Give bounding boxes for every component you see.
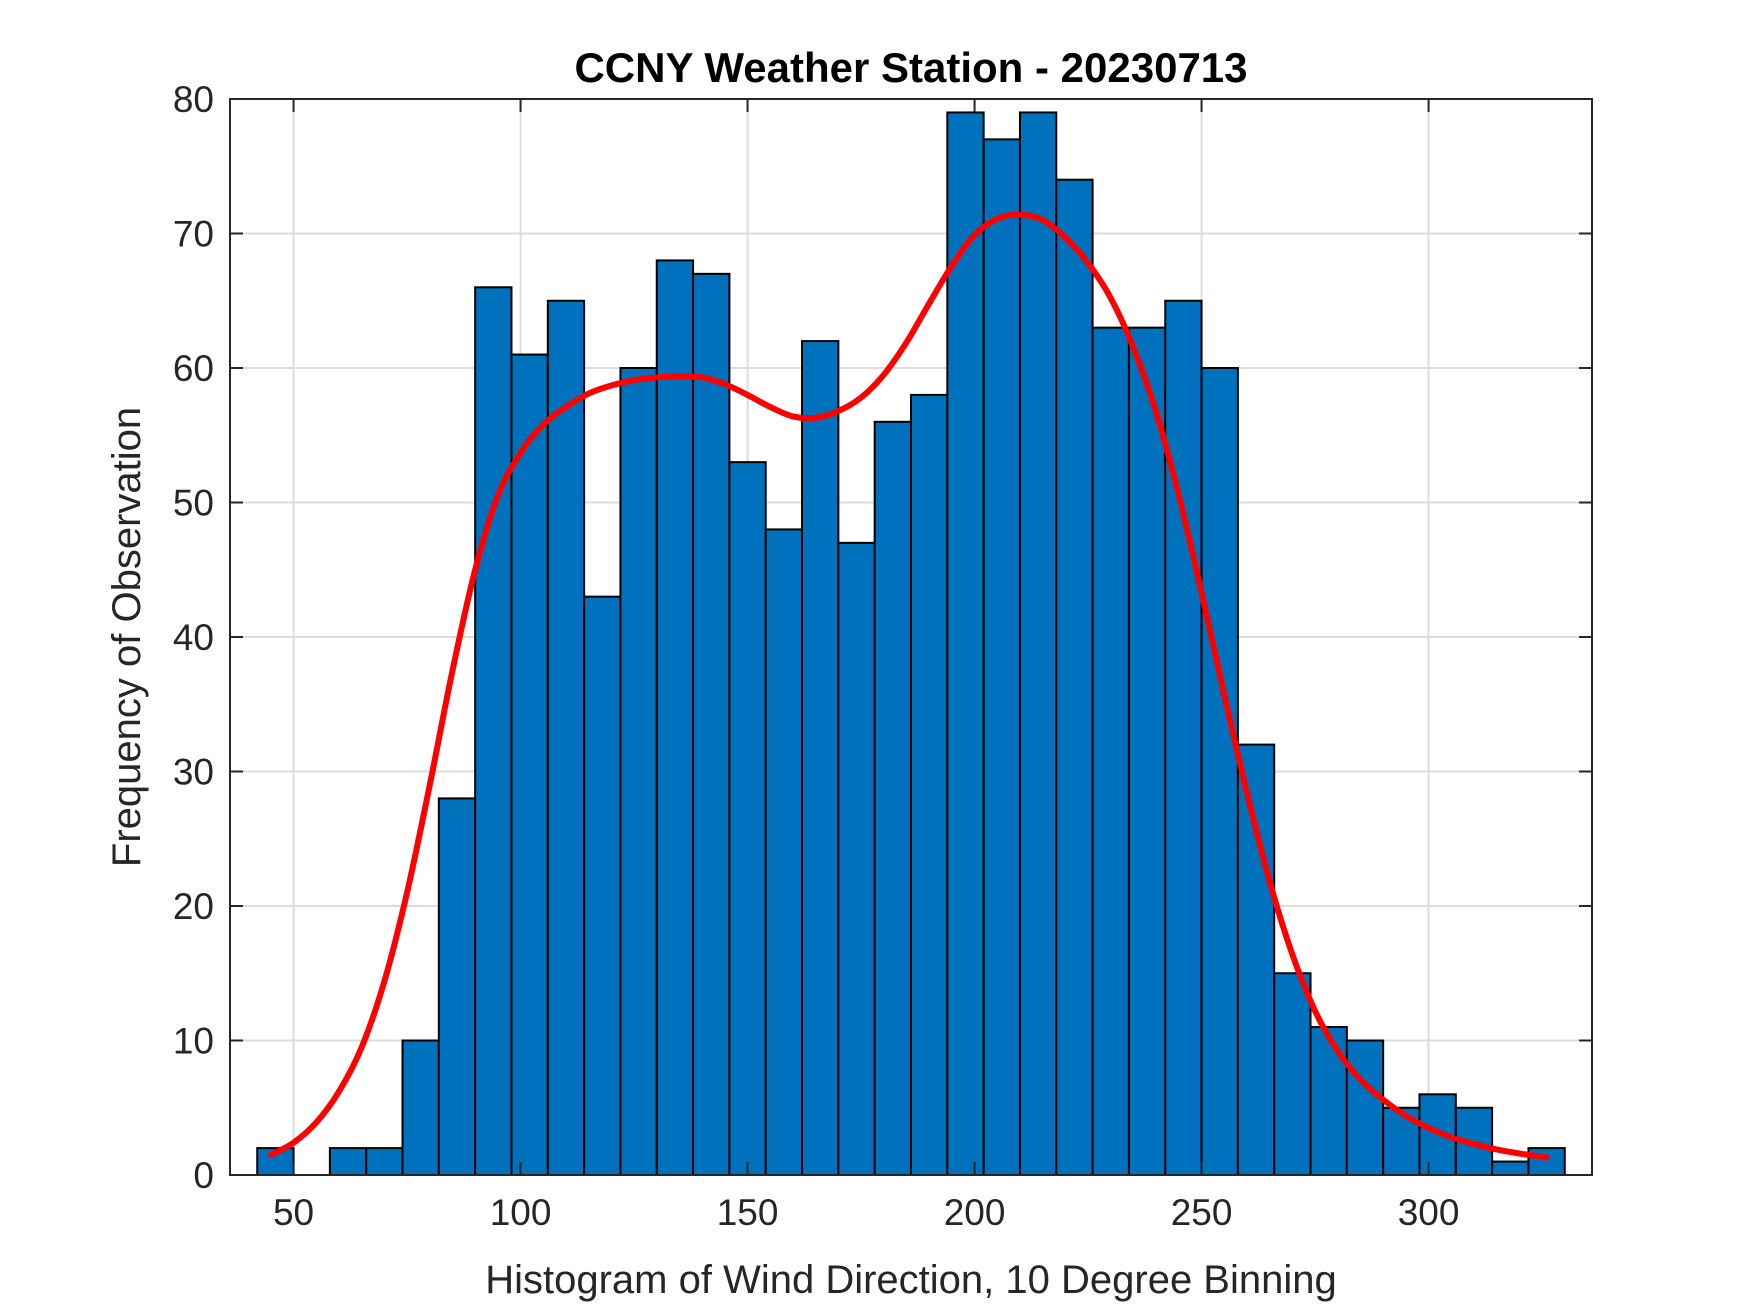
histogram-bar	[1345, 1039, 1385, 1176]
histogram-bar	[837, 541, 876, 1176]
histogram-bar	[1527, 1147, 1566, 1176]
histogram-bar	[1491, 1160, 1530, 1177]
histogram-bar	[982, 138, 1021, 1177]
histogram-bar	[801, 340, 840, 1177]
bars-layer	[256, 111, 1566, 1177]
y-tick-label: 50	[173, 483, 214, 524]
histogram-bar	[873, 420, 912, 1176]
histogram-bar	[619, 367, 658, 1176]
histogram-bar	[583, 595, 622, 1176]
y-tick-label: 10	[173, 1021, 214, 1062]
x-tick-label: 250	[1171, 1192, 1233, 1233]
fit-curve-line	[267, 211, 1550, 1161]
x-tick-label: 150	[717, 1192, 779, 1233]
histogram-bar	[655, 259, 695, 1176]
y-tick-label: 80	[173, 79, 214, 120]
y-tick-label: 30	[173, 752, 214, 793]
histogram-bar	[1091, 326, 1130, 1176]
x-tick-label: 100	[490, 1192, 552, 1233]
histogram-bar	[401, 1039, 440, 1176]
histogram-bar	[910, 393, 949, 1176]
x-tick-label: 50	[273, 1192, 314, 1233]
histogram-bar	[437, 797, 477, 1177]
histogram-bar	[764, 528, 804, 1176]
histogram-bar	[1055, 178, 1094, 1176]
y-tick-label: 0	[193, 1155, 214, 1196]
y-tick-label: 60	[173, 348, 214, 389]
histogram-bar	[1309, 1026, 1348, 1177]
histogram-bar	[474, 286, 513, 1176]
chart-title: CCNY Weather Station - 20230713	[574, 44, 1247, 91]
ticks-layer	[230, 98, 1592, 1176]
histogram-bar	[546, 299, 586, 1176]
histogram-bar	[728, 461, 767, 1176]
histogram-bar	[1236, 743, 1276, 1176]
histogram-bar	[1200, 367, 1239, 1176]
x-tick-label: 300	[1398, 1192, 1460, 1233]
tick-labels-layer: 50 100 150 200 250 300 0 10 20 30 40 50 60 70 80	[173, 79, 1460, 1233]
histogram-bar	[946, 111, 985, 1177]
x-axis-label: Histogram of Wind Direction, 10 Degree B…	[485, 1258, 1337, 1302]
y-tick-label: 20	[173, 886, 214, 927]
histogram-bar	[1018, 111, 1058, 1177]
fit-curve-layer	[267, 211, 1550, 1161]
histogram-bar	[1273, 972, 1312, 1176]
histogram-bar	[1127, 326, 1167, 1176]
histogram-bar	[365, 1147, 404, 1176]
y-axis-label: Frequency of Observation	[105, 407, 149, 867]
histogram-bar	[328, 1147, 368, 1176]
x-tick-label: 200	[944, 1192, 1006, 1233]
y-tick-label: 40	[173, 617, 214, 658]
histogram-bar	[1164, 299, 1203, 1176]
histogram-bar	[692, 272, 731, 1177]
y-tick-label: 70	[173, 214, 214, 255]
histogram-bar	[510, 353, 549, 1176]
